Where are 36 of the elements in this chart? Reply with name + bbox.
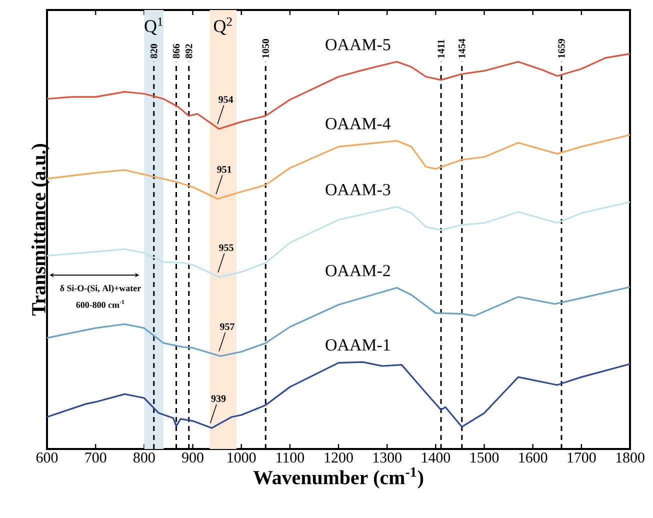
series-label: OAAM-1	[326, 339, 390, 351]
ref-line-label: 1050	[262, 39, 269, 58]
x-tick-label: 700	[85, 452, 106, 463]
annotation: 957	[220, 323, 234, 330]
x-tick-label: 600	[36, 452, 58, 463]
annotation: 600-800 cm$^{-1}$	[76, 300, 124, 308]
series-label: OAAM-2	[326, 264, 390, 276]
x-tick-label: 1300	[373, 452, 402, 463]
x-tick-label: 1200	[324, 452, 353, 463]
x-tick-label: 1800	[616, 452, 644, 463]
annotation: 955	[219, 244, 234, 252]
x-tick-label: 1100	[276, 452, 304, 463]
x-tick-label: 1700	[568, 452, 596, 463]
band-label: Q$^{1}$	[144, 17, 162, 35]
annotation: 951	[217, 166, 232, 173]
annotation: 939	[211, 395, 226, 402]
ref-line-label: 1411	[438, 40, 444, 58]
ref-line-label: 1659	[558, 39, 565, 58]
series-label: OAAM-3	[326, 184, 390, 196]
ref-line-label: 820	[150, 44, 158, 58]
x-tick-label: 1000	[228, 452, 256, 463]
x-tick-label: 900	[182, 452, 204, 463]
x-axis-title: Wavenumber (cm$^{-1}$)	[253, 467, 424, 488]
ref-line-label: 892	[186, 44, 192, 58]
band-label: Q$^{2}$	[214, 17, 232, 35]
x-tick-label: 800	[134, 452, 155, 463]
x-tick-label: 1500	[470, 452, 499, 463]
annotation: 954	[218, 96, 234, 103]
y-axis-title: Transmittance (a.u.)	[31, 144, 50, 316]
series-label: OAAM-5	[326, 38, 390, 50]
x-tick-label: 1600	[519, 452, 548, 463]
ref-line-label: 866	[172, 44, 180, 58]
series-label: OAAM-4	[326, 118, 391, 130]
annotation: δ Si-O-(Si, Al)+water	[60, 284, 141, 294]
ref-line-label: 1454	[458, 38, 466, 58]
x-tick-label: 1400	[422, 452, 450, 463]
